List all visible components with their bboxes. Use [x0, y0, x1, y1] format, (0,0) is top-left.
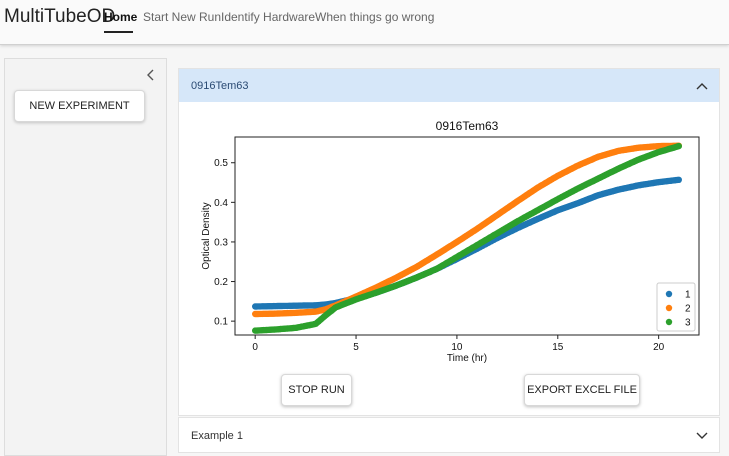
y-tick-label: 0.4 — [214, 198, 228, 209]
x-tick-label: 10 — [451, 342, 463, 353]
legend-marker — [665, 290, 673, 298]
chevron-up-icon[interactable] — [695, 79, 709, 93]
chart-title: 0916Tem63 — [436, 119, 499, 133]
panel-title: 0916Tem63 — [191, 80, 249, 92]
nav-home[interactable]: Home — [104, 10, 138, 24]
legend-marker — [665, 304, 673, 312]
x-tick-label: 20 — [653, 342, 665, 353]
top-navbar: MultiTubeOD Home Start New Run Identify … — [0, 0, 729, 45]
y-tick-label: 0.3 — [214, 237, 228, 248]
active-nav-indicator — [104, 31, 133, 33]
panel-header[interactable]: 0916Tem63 — [179, 69, 719, 102]
data-points — [252, 142, 682, 334]
legend-marker — [665, 318, 673, 326]
nav-identify-hardware[interactable]: Identify Hardware — [221, 10, 316, 24]
nav-start-new-run[interactable]: Start New Run — [143, 10, 222, 24]
data-point — [675, 142, 682, 150]
data-point — [675, 176, 682, 183]
x-tick-label: 0 — [252, 342, 258, 353]
app-brand[interactable]: MultiTubeOD — [4, 6, 116, 27]
export-excel-button[interactable]: EXPORT EXCEL FILE — [524, 374, 640, 406]
legend-label: 2 — [685, 304, 691, 315]
stop-run-button[interactable]: STOP RUN — [281, 374, 352, 406]
legend-label: 1 — [685, 290, 691, 301]
y-tick-label: 0.5 — [214, 158, 228, 169]
x-tick-label: 5 — [353, 342, 359, 353]
nav-when-things-go-wrong[interactable]: When things go wrong — [315, 10, 435, 24]
legend-label: 3 — [685, 318, 691, 329]
sidebar: NEW EXPERIMENT — [4, 58, 167, 456]
y-axis-label: Optical Density — [201, 202, 212, 269]
example-panel[interactable]: Example 1 — [178, 417, 720, 453]
y-tick-label: 0.1 — [214, 317, 228, 328]
chevron-left-icon[interactable] — [143, 67, 159, 83]
x-tick-label: 15 — [552, 342, 564, 353]
series-3 — [252, 142, 682, 334]
od-chart: 0916Tem63 0 5 10 15 20 0.1 0.2 0.3 0.4 0.5 Time (… — [201, 119, 700, 364]
axis-ticks: 0 5 10 15 20 0.1 0.2 0.3 0.4 0.5 — [214, 158, 665, 353]
experiment-panel: 0916Tem63 0916Tem63 0 5 10 15 20 0.1 0.2 0.3 0.4… — [178, 68, 720, 416]
x-axis-label: Time (hr) — [447, 353, 487, 364]
panel-title: Example 1 — [191, 430, 243, 442]
chevron-down-icon[interactable] — [695, 429, 709, 443]
y-tick-label: 0.2 — [214, 277, 228, 288]
new-experiment-button[interactable]: NEW EXPERIMENT — [14, 90, 145, 122]
chart-legend: 1 2 3 — [656, 282, 696, 332]
